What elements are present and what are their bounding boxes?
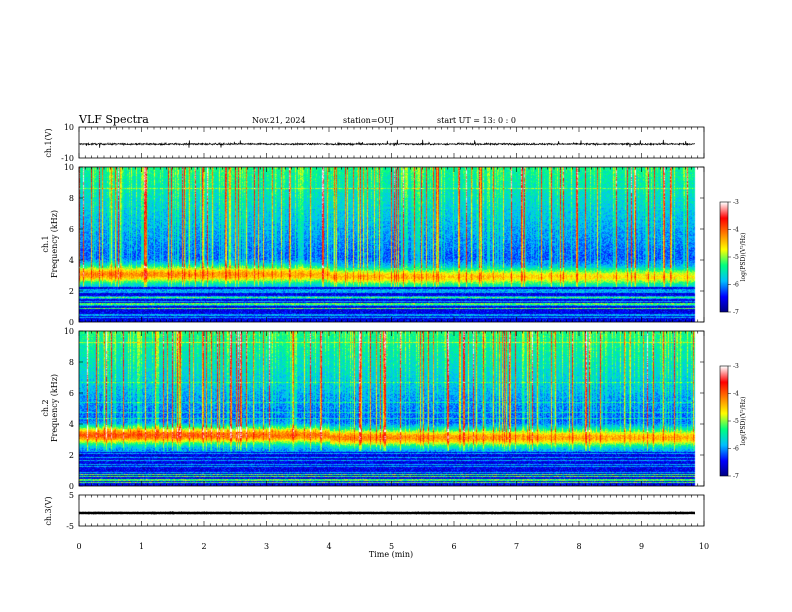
- spectrogram-image: [79, 331, 704, 486]
- y-tick-label: 10: [64, 163, 74, 172]
- panel-ch1-waveform: 10 -10 ch.1(V): [44, 123, 705, 163]
- y-tick-label: 4: [69, 420, 74, 429]
- panel-ticks: [78, 331, 705, 486]
- y-tick-label: 0: [69, 318, 74, 327]
- panel-ticks: [78, 167, 705, 322]
- y-axis-label: Frequency (kHz): [50, 374, 59, 442]
- y-tick-label: 6: [69, 389, 74, 398]
- colorbar-tick-label: -7: [733, 473, 739, 480]
- colorbar-tick-label: -3: [733, 363, 739, 370]
- colorbar-tick-label: -6: [733, 446, 739, 453]
- colorbar-label: log(PSD)(V²/Hz): [740, 397, 747, 446]
- colorbar-tick-label: -4: [733, 391, 739, 398]
- colorbar-tick-label: -5: [733, 418, 739, 425]
- colorbar-tick-label: -6: [733, 282, 739, 289]
- colorbar-tick-label: -7: [733, 309, 739, 316]
- y-tick-label: 5: [69, 491, 74, 500]
- y-tick-label: 2: [69, 451, 74, 460]
- waveform-line: [78, 139, 696, 148]
- panel-ticks: [78, 127, 705, 158]
- y-axis-label: ch.3(V): [44, 496, 53, 525]
- x-tick-label: 10: [699, 542, 709, 551]
- x-tick-label: 4: [326, 542, 331, 551]
- colorbar: [720, 366, 728, 476]
- y-tick-label: 0: [69, 482, 74, 491]
- y-tick-labels: 0 2 4 6 8 10: [64, 163, 704, 327]
- colorbar-label: log(PSD)(V²/Hz): [740, 233, 747, 282]
- x-tick-label: 8: [576, 542, 581, 551]
- colorbar: [720, 202, 728, 312]
- panel-frame: [78, 126, 705, 159]
- y-tick-labels: 0 2 4 6 8 10: [64, 327, 704, 491]
- x-tick-label: 9: [639, 542, 644, 551]
- y-tick-label: 10: [64, 327, 74, 336]
- colorbar-tick-label: -4: [733, 227, 739, 234]
- y-tick-label: 4: [69, 256, 74, 265]
- panel-ticks: [78, 495, 705, 526]
- date-label: Nov.21, 2024: [252, 116, 306, 125]
- station-label: station=OUJ: [343, 116, 394, 125]
- colorbar-tick-label: -3: [733, 199, 739, 206]
- panel-ch3-waveform: 5 -5 ch.3(V): [44, 491, 705, 531]
- y-axis-label: Frequency (kHz): [50, 210, 59, 278]
- start-ut-label: start UT = 13: 0 : 0: [437, 116, 516, 125]
- x-tick-label: 0: [76, 542, 81, 551]
- spectrogram-image: [79, 167, 704, 322]
- figure-title: VLF Spectra: [78, 113, 149, 126]
- x-tick-label: 2: [201, 542, 206, 551]
- y-tick-label: -5: [66, 522, 74, 531]
- y-axis-label-channel: ch.2: [41, 399, 50, 416]
- x-tick-label: 1: [139, 542, 144, 551]
- x-tick-labels: 0 1 2 3 4 5 6 7 8 9 10: [76, 542, 709, 551]
- y-axis-label: ch.1(V): [44, 128, 53, 157]
- y-tick-label: 2: [69, 287, 74, 296]
- x-tick-label: 5: [389, 542, 394, 551]
- y-tick-label: 8: [69, 358, 74, 367]
- colorbar-ticks: -3 -4 -5 -6 -7: [728, 199, 739, 316]
- x-tick-label: 6: [451, 542, 456, 551]
- x-axis-label: Time (min): [369, 550, 413, 559]
- x-tick-label: 7: [514, 542, 519, 551]
- y-tick-label: 10: [64, 123, 74, 132]
- panel-frame: [78, 494, 705, 527]
- y-tick-label: 6: [69, 225, 74, 234]
- y-axis-label-channel: ch.1: [41, 235, 50, 252]
- colorbar-ticks: -3 -4 -5 -6 -7: [728, 363, 739, 480]
- colorbar-tick-label: -5: [733, 254, 739, 261]
- y-tick-label: 8: [69, 194, 74, 203]
- x-tick-label: 3: [264, 542, 269, 551]
- ch1-waveform-trace: [78, 139, 696, 148]
- y-tick-label: -10: [61, 154, 74, 163]
